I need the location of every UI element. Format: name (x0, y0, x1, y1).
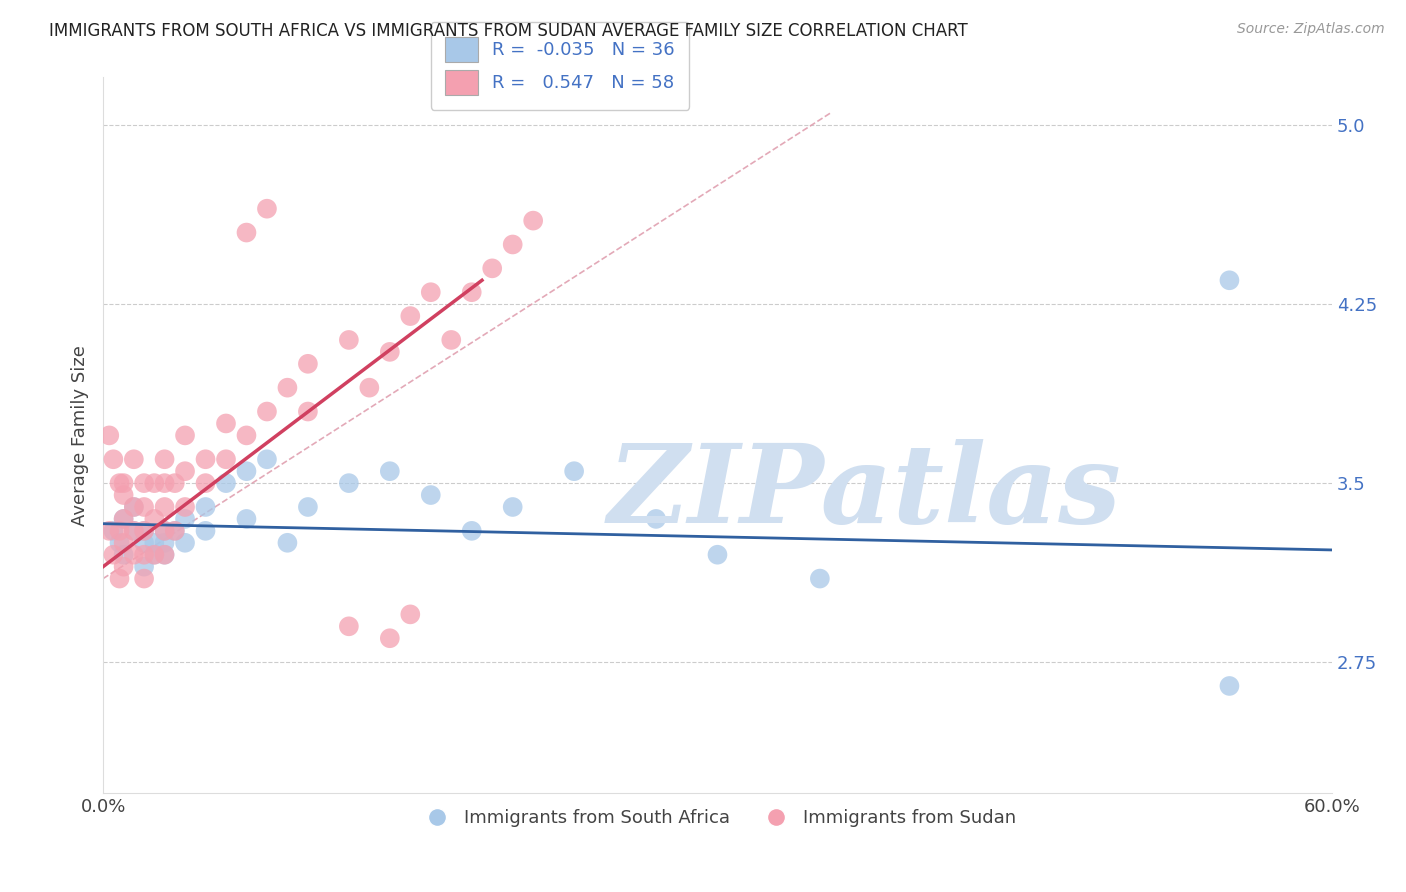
Point (122, 524, 145, 538)
Point (645, 512, 668, 526)
Point (378, 464, 401, 478)
Point (256, 452, 278, 467)
Point (337, 619, 360, 633)
Point (194, 524, 217, 538)
Point (122, 548, 145, 562)
Point (122, 500, 145, 514)
Point (143, 512, 166, 526)
Point (112, 476, 135, 491)
Point (1218, 679, 1240, 693)
Point (174, 512, 197, 526)
Point (103, 548, 125, 562)
Point (132, 524, 155, 538)
Point (808, 572, 831, 586)
Point (143, 535, 166, 549)
Point (143, 548, 166, 562)
Point (153, 548, 176, 562)
Point (112, 488, 135, 502)
Point (153, 548, 176, 562)
Point (297, 404, 319, 418)
Text: Source: ZipAtlas.com: Source: ZipAtlas.com (1237, 22, 1385, 37)
Point (276, 535, 298, 549)
Point (153, 500, 176, 514)
Point (256, 404, 278, 418)
Point (112, 512, 135, 526)
Point (378, 632, 401, 646)
Point (1218, 273, 1240, 287)
Point (153, 452, 176, 467)
Point (143, 548, 166, 562)
Point (276, 381, 298, 395)
Point (337, 333, 360, 347)
Point (98, 428, 121, 442)
Point (153, 524, 176, 538)
Point (153, 524, 176, 538)
Point (132, 572, 155, 586)
Point (108, 572, 131, 586)
Y-axis label: Average Family Size: Average Family Size (72, 345, 89, 525)
Point (461, 285, 484, 300)
Point (163, 524, 186, 538)
Point (419, 285, 441, 300)
Point (419, 488, 441, 502)
Point (399, 309, 422, 323)
Point (256, 202, 278, 216)
Point (461, 524, 484, 538)
Point (143, 476, 166, 491)
Point (112, 559, 135, 574)
Point (112, 535, 135, 549)
Point (122, 524, 145, 538)
Point (163, 476, 186, 491)
Point (132, 559, 155, 574)
Text: ZIPatlas: ZIPatlas (607, 439, 1122, 547)
Point (174, 535, 197, 549)
Point (103, 452, 125, 467)
Point (132, 548, 155, 562)
Point (215, 417, 238, 431)
Point (153, 535, 176, 549)
Point (297, 357, 319, 371)
Point (297, 500, 319, 514)
Point (108, 535, 131, 549)
Point (235, 512, 257, 526)
Point (562, 464, 585, 478)
Point (399, 607, 422, 622)
Point (481, 261, 503, 276)
Point (706, 548, 728, 562)
Point (174, 500, 197, 514)
Point (522, 213, 544, 227)
Point (153, 476, 176, 491)
Point (112, 548, 135, 562)
Point (502, 500, 524, 514)
Point (215, 476, 238, 491)
Point (440, 333, 463, 347)
Point (235, 428, 257, 442)
Point (337, 476, 360, 491)
Legend: Immigrants from South Africa, Immigrants from Sudan: Immigrants from South Africa, Immigrants… (412, 802, 1024, 834)
Point (98, 524, 121, 538)
Point (194, 452, 217, 467)
Point (122, 500, 145, 514)
Point (108, 476, 131, 491)
Point (108, 524, 131, 538)
Point (235, 226, 257, 240)
Point (194, 500, 217, 514)
Point (132, 524, 155, 538)
Point (174, 428, 197, 442)
Point (132, 535, 155, 549)
Point (112, 512, 135, 526)
Point (132, 476, 155, 491)
Point (502, 237, 524, 252)
Point (194, 476, 217, 491)
Point (235, 464, 257, 478)
Point (103, 524, 125, 538)
Point (174, 464, 197, 478)
Point (359, 381, 381, 395)
Text: IMMIGRANTS FROM SOUTH AFRICA VS IMMIGRANTS FROM SUDAN AVERAGE FAMILY SIZE CORREL: IMMIGRANTS FROM SOUTH AFRICA VS IMMIGRAN… (49, 22, 967, 40)
Point (215, 452, 238, 467)
Point (122, 452, 145, 467)
Point (163, 524, 186, 538)
Point (132, 500, 155, 514)
Point (378, 344, 401, 359)
